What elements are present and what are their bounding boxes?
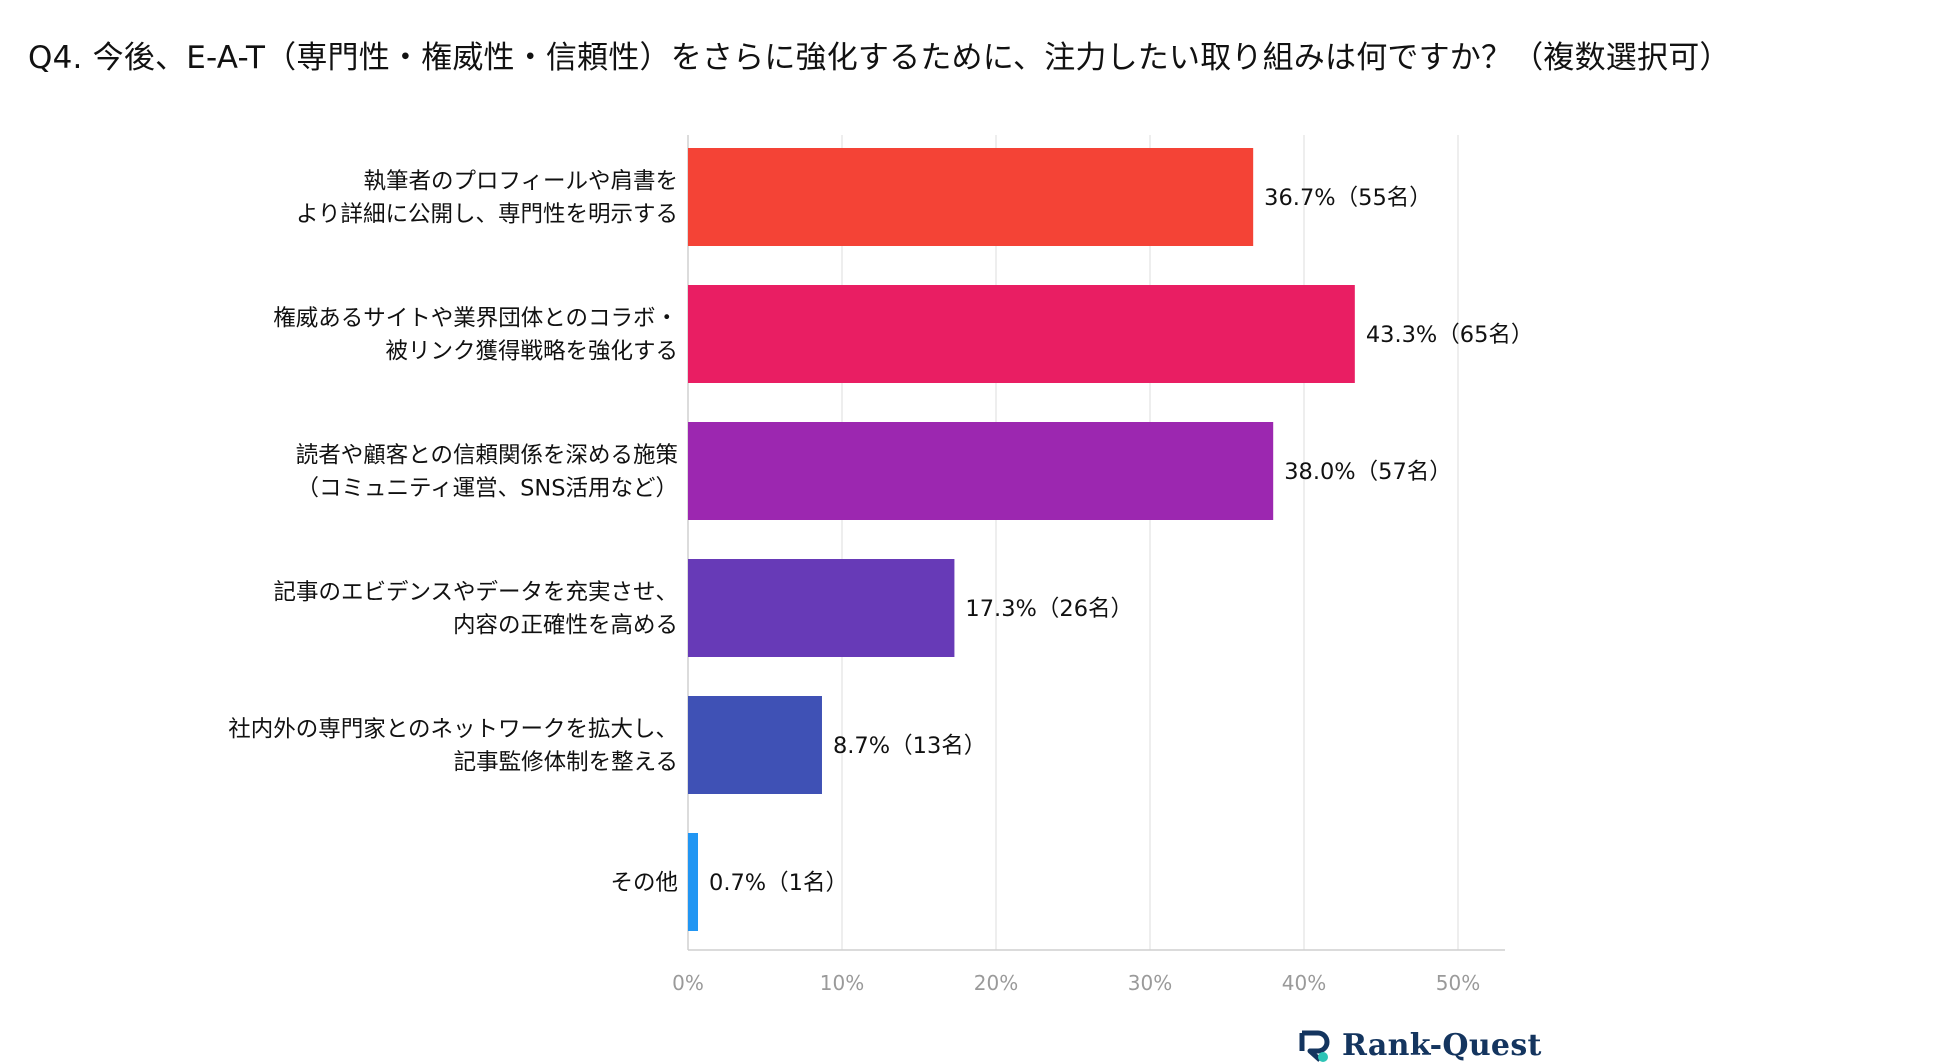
- x-tick-label: 0%: [672, 971, 704, 995]
- x-tick-label: 10%: [820, 971, 864, 995]
- bar: [688, 696, 822, 794]
- brand-name: Rank-Quest: [1342, 1028, 1542, 1063]
- category-label: 権威あるサイトや業界団体とのコラボ・: [273, 306, 678, 332]
- chart-title: Q4. 今後、E-A-T（専門性・権威性・信頼性）をさらに強化するために、注力し…: [28, 40, 1731, 76]
- data-label: 38.0%（57名）: [1284, 459, 1452, 485]
- bar: [688, 148, 1254, 246]
- data-label: 0.7%（1名）: [709, 870, 848, 896]
- bar: [688, 422, 1274, 520]
- bar: [688, 559, 955, 657]
- x-tick-label: 30%: [1128, 971, 1172, 995]
- x-tick-label: 20%: [974, 971, 1018, 995]
- x-tick-label: 50%: [1436, 971, 1480, 995]
- category-label: 記事監修体制を整える: [454, 750, 678, 776]
- category-label: 記事のエビデンスやデータを充実させ、: [273, 580, 678, 606]
- x-tick-label: 40%: [1282, 971, 1326, 995]
- data-label: 43.3%（65名）: [1366, 322, 1534, 348]
- category-label: 読者や顧客との信頼関係を深める施策: [296, 443, 678, 469]
- category-label: 社内外の専門家とのネットワークを拡大し、: [228, 717, 678, 743]
- data-label: 36.7%（55名）: [1264, 185, 1432, 211]
- category-label: （コミュニティ運営、SNS活用など）: [296, 476, 678, 502]
- category-label: その他: [610, 870, 678, 896]
- rank-quest-logo-icon: [1299, 1030, 1330, 1062]
- bar: [688, 285, 1355, 383]
- bar: [688, 833, 698, 931]
- data-label: 17.3%（26名）: [965, 596, 1133, 622]
- brand-logo: Rank-Quest: [1298, 1028, 1542, 1063]
- category-label: 被リンク獲得戦略を強化する: [385, 339, 678, 365]
- category-label: 執筆者のプロフィールや肩書を: [363, 169, 678, 195]
- data-label: 8.7%（13名）: [833, 733, 986, 759]
- category-label: より詳細に公開し、専門性を明示する: [296, 202, 678, 228]
- category-label: 内容の正確性を高める: [453, 613, 678, 639]
- bar-chart: 0% 10% 20% 30% 40% 50% 36.7%（55名） 執筆者のプロフィールや肩書…: [228, 135, 1534, 995]
